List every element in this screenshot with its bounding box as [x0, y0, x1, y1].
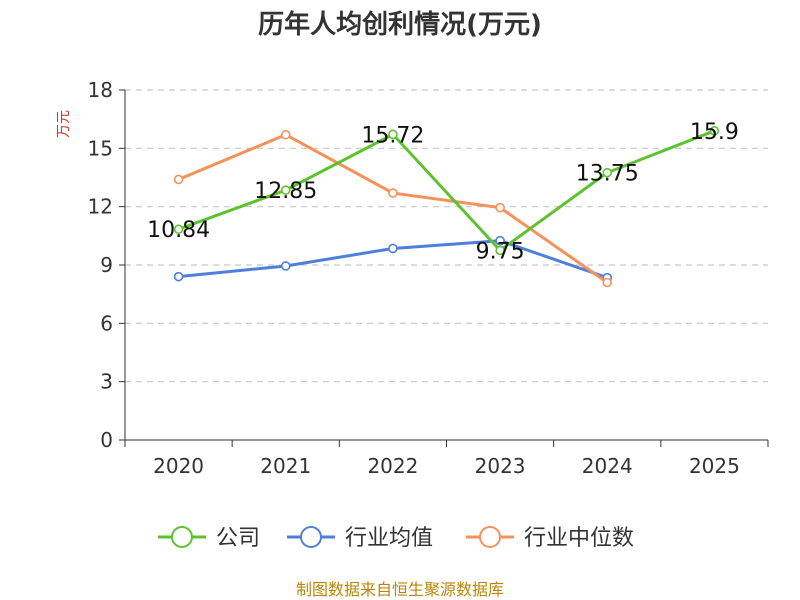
- legend-marker[interactable]: [300, 526, 322, 548]
- data-point[interactable]: [280, 261, 291, 271]
- x-tick-label: 2020: [153, 454, 204, 478]
- y-tick-label: 12: [88, 195, 113, 219]
- grid-lines: [125, 89, 768, 383]
- data-point[interactable]: [388, 129, 398, 140]
- x-tick-label: 2022: [367, 454, 418, 478]
- data-point[interactable]: [388, 243, 398, 254]
- legend-label[interactable]: 公司: [216, 526, 260, 551]
- data-label: 9.75: [476, 239, 525, 264]
- legend-label[interactable]: 行业均值: [345, 526, 433, 551]
- data-point[interactable]: [388, 188, 398, 198]
- data-label: 15.72: [361, 123, 424, 148]
- data-label: 15.9: [690, 120, 739, 145]
- data-point[interactable]: [602, 167, 613, 178]
- data-point[interactable]: [602, 277, 613, 288]
- y-tick-label: 0: [100, 428, 113, 452]
- series-lines: [173, 126, 720, 288]
- data-point[interactable]: [495, 245, 505, 256]
- y-tick-label: 3: [100, 370, 113, 394]
- x-tick-label: 2024: [582, 454, 633, 478]
- chart-title: 历年人均创利情况(万元): [258, 9, 542, 40]
- x-tick-label: 2021: [260, 454, 311, 478]
- data-point[interactable]: [173, 271, 184, 282]
- series-line: [178, 133, 609, 284]
- legend-label[interactable]: 行业中位数: [524, 526, 634, 551]
- x-tick-label: 2025: [689, 454, 740, 478]
- data-point[interactable]: [173, 224, 184, 235]
- y-tick-label: 9: [100, 253, 113, 277]
- data-point[interactable]: [173, 174, 184, 185]
- data-point[interactable]: [280, 129, 291, 140]
- y-tick-label: 15: [88, 136, 113, 160]
- data-labels: 10.84 12.85 15.72 9.75 13.75 15.9: [147, 120, 739, 265]
- data-point[interactable]: [709, 126, 720, 136]
- data-label: 13.75: [576, 162, 639, 187]
- data-label: 12.85: [254, 179, 317, 204]
- legend-marker[interactable]: [171, 526, 193, 548]
- source-note: 制图数据来自恒生聚源数据库: [296, 580, 504, 599]
- data-label: 10.84: [147, 218, 210, 243]
- legend-marker[interactable]: [479, 526, 501, 548]
- y-tick-label: 18: [88, 78, 113, 102]
- data-point[interactable]: [495, 235, 505, 246]
- axes: 0 3 6 9 12 15 18 2020 2021 2022 2023 2024 2025: [88, 78, 769, 478]
- legend[interactable]: 公司 行业均值 行业中位数: [158, 526, 634, 551]
- data-point[interactable]: [280, 185, 291, 195]
- x-tick-label: 2023: [475, 454, 526, 478]
- data-point[interactable]: [495, 202, 505, 213]
- series-line: [178, 129, 715, 252]
- y-axis-label: 万元: [56, 110, 72, 138]
- y-tick-label: 6: [100, 311, 113, 335]
